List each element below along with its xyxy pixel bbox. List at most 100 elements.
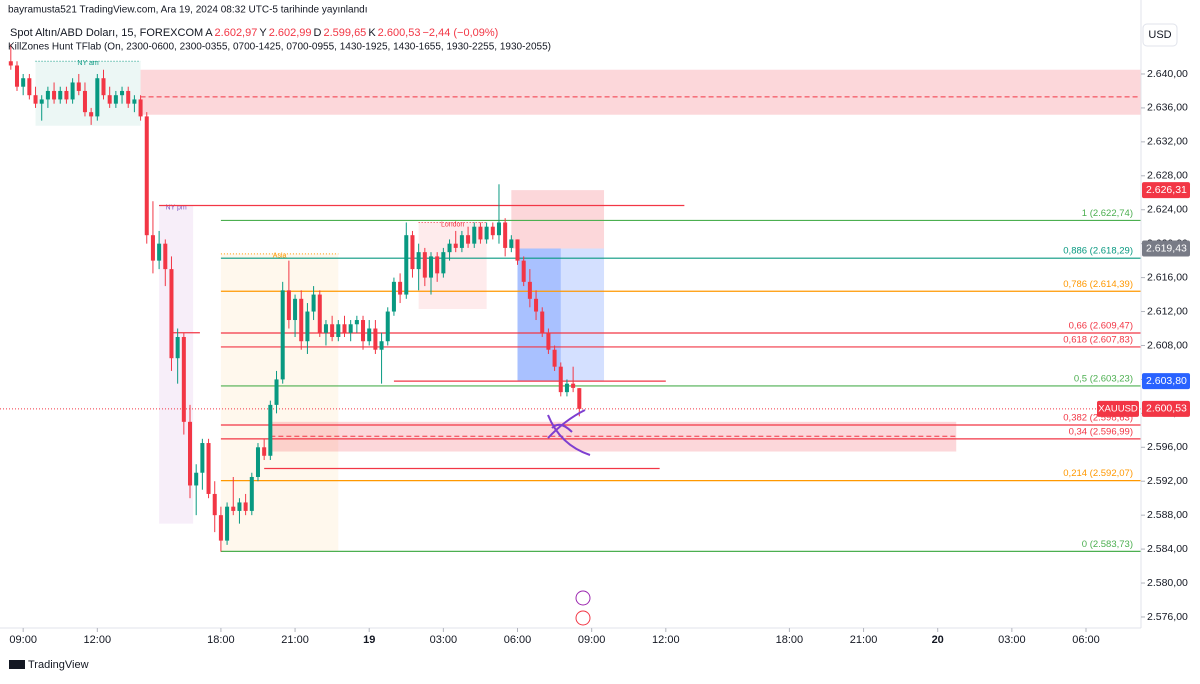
candle-body: [348, 324, 353, 333]
x-tick-label: 03:00: [998, 634, 1026, 646]
candle-body: [577, 388, 582, 409]
x-tick-label: 09:00: [578, 634, 606, 646]
candle-body: [379, 341, 384, 350]
candle-body: [188, 421, 193, 486]
legend-item: 2.602,99: [269, 27, 312, 39]
candle-body: [422, 252, 427, 278]
candle-body: [89, 112, 94, 117]
legend-item: A: [205, 27, 213, 39]
candle-body: [58, 90, 63, 100]
logo: [9, 660, 25, 669]
hand-drawn-x: [547, 409, 591, 456]
candle-body: [82, 90, 87, 113]
price-tag-label: 2.600,53: [1146, 403, 1187, 415]
candle-body: [293, 298, 298, 321]
candle-body: [157, 243, 162, 261]
candle-body: [299, 298, 304, 342]
candle-body: [262, 447, 267, 456]
zone: [511, 190, 605, 249]
zone: [140, 69, 1141, 115]
fib-label: 1 (2.622,74): [1082, 208, 1133, 219]
candle-body: [120, 90, 125, 96]
candle-body: [391, 281, 396, 312]
zone: [35, 61, 141, 126]
candle-body: [95, 78, 100, 117]
fib-label: 0 (2.583,73): [1082, 539, 1133, 550]
fib-label: 0,618 (2.607,83): [1063, 334, 1133, 345]
footer-brand: TradingView: [28, 659, 89, 671]
candle-body: [354, 320, 359, 325]
candle-body: [410, 235, 415, 270]
candle-body: [373, 328, 378, 350]
fib-label: 0,66 (2.609,47): [1069, 321, 1133, 332]
candle-body: [21, 78, 26, 87]
x-tick-label: 06:00: [1072, 634, 1100, 646]
zone: [270, 421, 957, 452]
y-tick-label: 2.580,00: [1147, 577, 1188, 589]
legend-item: −2,44 (−0,09%): [422, 27, 498, 39]
candle-body: [126, 90, 131, 104]
candle-body: [113, 95, 118, 104]
x-tick-label: 19: [363, 634, 375, 646]
legend-item: 2.602,97: [215, 27, 258, 39]
candle-body: [175, 336, 180, 359]
zone-label: NY am: [77, 60, 98, 67]
y-tick-label: 2.588,00: [1147, 509, 1188, 521]
candle-body: [255, 447, 260, 477]
candle-body: [336, 324, 341, 337]
y-tick-label: 2.640,00: [1147, 68, 1188, 80]
plot-area: NY am NY pm Asia London 1 (2.622,74) 0,886 (2…: [0, 44, 1141, 552]
x-tick-label: 06:00: [504, 634, 532, 646]
candle-body: [416, 252, 421, 270]
candle-body: [212, 493, 217, 516]
candle-body: [447, 243, 452, 253]
candle-body: [237, 502, 242, 511]
ohlc-legend: Spot Altın/ABD Doları, 15, FOREXCOM A 2.60…: [10, 27, 498, 39]
event-icon: [575, 590, 591, 606]
legend-item: Spot Altın/ABD Doları, 15, FOREXCOM: [10, 27, 203, 39]
candle-body: [206, 443, 211, 494]
candle-body: [268, 404, 273, 456]
currency-button[interactable]: [1142, 23, 1178, 47]
candle-body: [323, 324, 328, 333]
price-tag-label: 2.626,31: [1146, 184, 1187, 196]
candle-body: [490, 226, 495, 236]
y-tick-label: 2.624,00: [1147, 204, 1188, 216]
candle-body: [503, 222, 508, 248]
y-tick-label: 2.628,00: [1147, 170, 1188, 182]
y-tick-label: 2.596,00: [1147, 441, 1188, 453]
candle-body: [453, 243, 458, 248]
price-tag: [1142, 182, 1190, 199]
x-tick-label: 21:00: [850, 634, 878, 646]
candle-body: [527, 281, 532, 299]
candle-body: [330, 324, 335, 337]
candle-body: [27, 78, 32, 96]
zone: [517, 248, 605, 382]
legend-item: D: [314, 27, 322, 39]
candle-body: [435, 256, 440, 274]
x-tick-label: 09:00: [9, 634, 37, 646]
candle-body: [138, 99, 143, 117]
candle-body: [367, 328, 372, 342]
candle-body: [132, 99, 137, 104]
candle-body: [243, 502, 248, 511]
y-tick-label: 2.616,00: [1147, 271, 1188, 283]
y-tick-label: 2.608,00: [1147, 339, 1188, 351]
candle-body: [472, 226, 477, 244]
candle-body: [14, 65, 20, 87]
candle-body: [404, 235, 409, 295]
candle-body: [64, 90, 69, 100]
candle-body: [459, 235, 464, 248]
y-tick-label: 2.576,00: [1147, 611, 1188, 623]
candle-body: [274, 379, 279, 405]
x-tick-label: 20: [932, 634, 944, 646]
x-tick-label: 12:00: [652, 634, 680, 646]
candle-body: [466, 235, 471, 244]
candle-body: [70, 82, 75, 100]
x-tick-label: 18:00: [207, 634, 235, 646]
candle-body: [361, 320, 366, 342]
candle-body: [441, 252, 446, 274]
candle-body: [144, 116, 149, 236]
candle-body: [540, 311, 545, 333]
